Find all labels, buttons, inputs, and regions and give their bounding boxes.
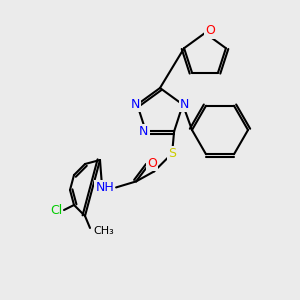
Text: N: N [101, 181, 110, 194]
Text: N: N [180, 98, 190, 111]
Text: H: H [101, 181, 110, 194]
Text: S: S [168, 147, 176, 160]
Text: N: N [139, 125, 148, 138]
Text: O: O [205, 25, 215, 38]
Text: Cl: Cl [50, 203, 62, 217]
Text: CH₃: CH₃ [93, 226, 114, 236]
Text: O: O [147, 157, 157, 170]
Text: N: N [130, 98, 140, 111]
Text: NH: NH [95, 181, 114, 194]
